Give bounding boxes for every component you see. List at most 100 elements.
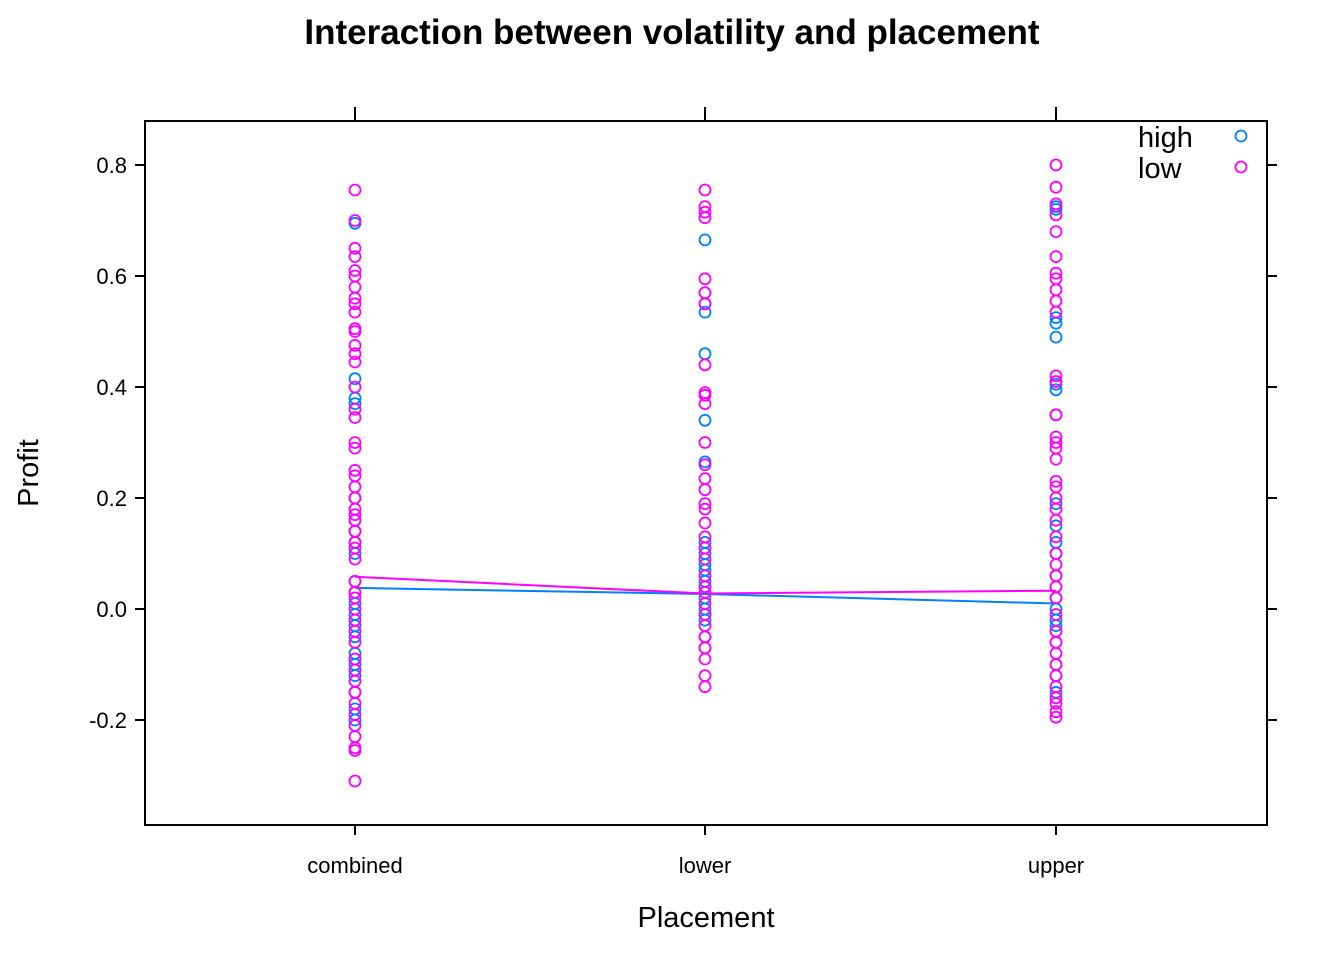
axis-ticks: -0.2 0.0 0.2 0.4 0.6 0.8 combined lower upper (89, 107, 1277, 878)
point-low (698, 286, 712, 300)
point-low (348, 524, 362, 538)
point-low (348, 491, 362, 505)
point-low (698, 630, 712, 644)
point-low (348, 280, 362, 294)
point-low (1049, 369, 1063, 383)
point-high (348, 630, 362, 644)
point-low (1049, 294, 1063, 308)
point-low (1049, 547, 1063, 560)
point-low (1049, 266, 1063, 280)
point-low (698, 641, 712, 655)
point-low (1049, 283, 1063, 297)
data-points (348, 158, 1063, 788)
point-high (1049, 383, 1063, 397)
point-low (348, 436, 362, 449)
point-low (1049, 705, 1063, 719)
point-low (1049, 208, 1063, 222)
point-high (348, 397, 362, 411)
point-low (1049, 608, 1063, 621)
y-tick-label: 0.6 (96, 264, 127, 289)
point-low (348, 586, 362, 599)
point-low (1049, 250, 1063, 264)
point-low (698, 580, 712, 594)
point-low (1049, 305, 1063, 319)
point-low (1049, 580, 1063, 594)
point-low (348, 685, 362, 699)
point-low (1049, 710, 1063, 724)
point-low (698, 552, 712, 566)
point-high (698, 347, 712, 361)
point-low (1049, 647, 1063, 660)
legend-marker-high (1234, 129, 1248, 143)
point-low (348, 480, 362, 494)
point-low (348, 264, 362, 277)
point-low (698, 205, 712, 219)
x-tick-label: combined (307, 853, 402, 878)
point-low (1049, 375, 1063, 388)
legend-marker-low (1234, 160, 1248, 174)
point-low (348, 402, 362, 416)
point-high (348, 372, 362, 386)
point-low (1049, 452, 1063, 466)
point-low (348, 291, 362, 305)
chart-title: Interaction between volatility and place… (304, 13, 1040, 52)
mean-line-high (354, 586, 1057, 605)
point-low (698, 680, 712, 694)
legend-label-low: low (1138, 153, 1183, 185)
point-low (698, 669, 712, 682)
point-high (1049, 497, 1063, 511)
point-high (698, 413, 712, 427)
point-low (1049, 530, 1063, 544)
point-low (1049, 658, 1063, 671)
point-low (698, 183, 712, 197)
mean-line-low (354, 575, 1057, 595)
y-tick-label: -0.2 (89, 708, 127, 733)
x-tick-label: lower (679, 853, 732, 878)
x-axis-title: Placement (637, 902, 774, 934)
point-low (348, 183, 362, 197)
point-low (348, 297, 362, 311)
point-low (698, 388, 712, 402)
point-low (348, 338, 362, 352)
point-low (1049, 474, 1063, 488)
point-low (1049, 558, 1063, 571)
y-tick-label: 0.4 (96, 375, 127, 400)
point-high (1049, 311, 1063, 325)
x-tick-label: upper (1028, 853, 1084, 878)
point-high (1049, 202, 1063, 216)
point-low (348, 552, 362, 566)
point-low (348, 774, 362, 788)
point-low (698, 211, 712, 225)
point-low (1049, 635, 1063, 649)
point-low (348, 441, 362, 455)
point-low (348, 325, 362, 338)
point-low (1049, 669, 1063, 682)
point-low (698, 297, 712, 311)
point-low (698, 483, 712, 497)
point-low (348, 380, 362, 394)
point-high (348, 713, 362, 727)
point-low (348, 411, 362, 424)
point-high (698, 305, 712, 319)
point-low (1049, 569, 1063, 583)
point-low (698, 472, 712, 486)
point-low (1049, 513, 1063, 527)
y-tick-label: 0.8 (96, 153, 127, 178)
point-high (348, 669, 362, 682)
point-low (698, 358, 712, 372)
point-low (698, 272, 712, 286)
point-low (1049, 158, 1063, 172)
point-low (348, 214, 362, 227)
legend-label-high: high (1138, 122, 1193, 154)
point-low (1049, 408, 1063, 422)
point-low (348, 463, 362, 477)
point-high (1049, 330, 1063, 344)
point-low (698, 516, 712, 530)
point-low (348, 744, 362, 757)
point-high (698, 233, 712, 247)
point-low (1049, 225, 1063, 239)
y-tick-label: 0.2 (96, 486, 127, 511)
point-low (698, 458, 712, 472)
